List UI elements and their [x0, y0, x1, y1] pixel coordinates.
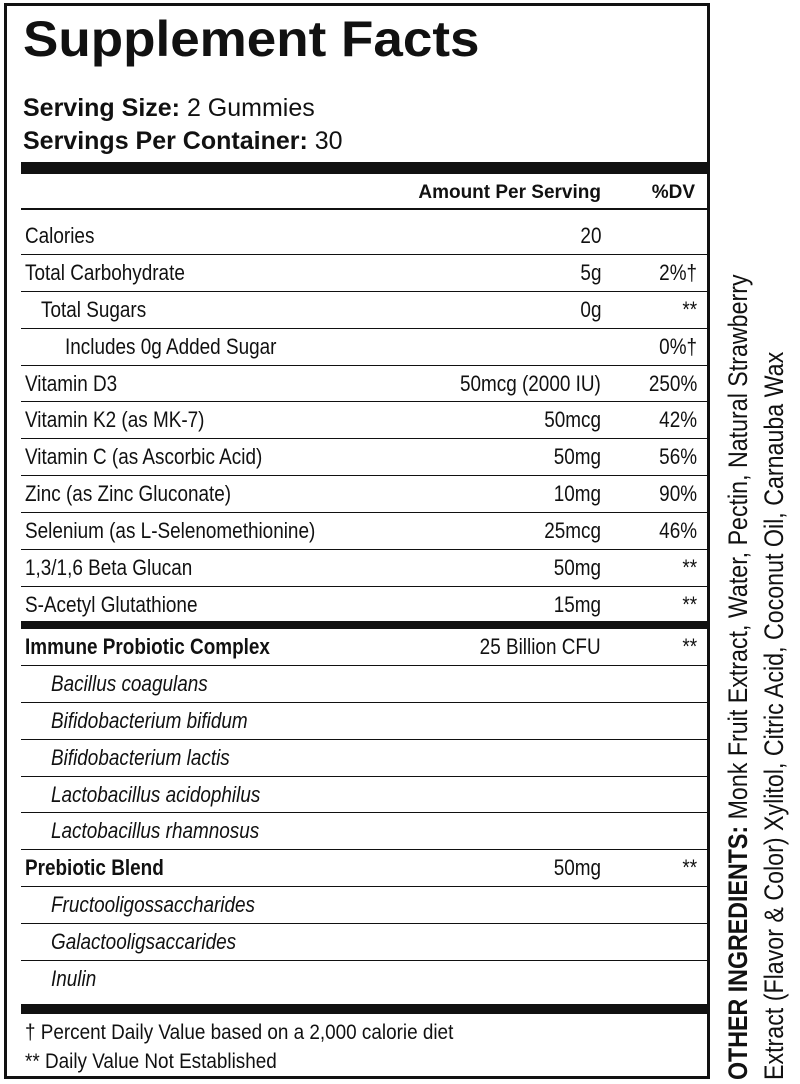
nutrient-name: Vitamin C (as Ascorbic Acid)	[25, 444, 263, 470]
nutrient-name: Selenium (as L-Selenomethionine)	[25, 518, 316, 544]
nutrient-dv: **	[682, 855, 697, 881]
footnote-star: ** Daily Value Not Established	[25, 1050, 277, 1073]
nutrient-name: Lactobacillus rhamnosus	[51, 818, 260, 844]
nutrient-dv: **	[682, 555, 697, 581]
column-header: Amount Per Serving %DV	[21, 174, 707, 210]
nutrient-amount: 10mg	[553, 481, 601, 507]
table-row: Includes 0g Added Sugar 0%†	[21, 329, 707, 366]
table-row: Selenium (as L-Selenomethionine) 25mcg 46%	[21, 513, 707, 551]
nutrient-dv: **	[682, 591, 697, 617]
table-row: Bifidobacterium lactis	[21, 740, 707, 777]
table-row: Lactobacillus rhamnosus	[21, 813, 707, 851]
nutrient-name: Zinc (as Zinc Gluconate)	[25, 481, 232, 507]
table-row: Vitamin D3 50mcg (2000 IU) 250%	[21, 366, 707, 403]
table-row: Immune Probiotic Complex 25 Billion CFU **	[21, 629, 707, 666]
divider-medium	[21, 621, 707, 629]
nutrient-amount: 0g	[579, 296, 601, 322]
nutrient-name: Bifidobacterium bifidum	[51, 707, 248, 733]
nutrient-amount: 50mcg (2000 IU)	[460, 370, 601, 396]
nutrient-dv: 0%†	[659, 333, 697, 359]
table-row: Bacillus coagulans	[21, 666, 707, 703]
nutrient-amount: 50mg	[553, 855, 601, 881]
nutrient-amount: 25mcg	[544, 518, 601, 544]
blend-table: Immune Probiotic Complex 25 Billion CFU **…	[21, 629, 707, 998]
nutrient-dv: **	[682, 296, 697, 322]
servings-per-container: Servings Per Container: 30	[23, 129, 343, 154]
table-row: Bifidobacterium bifidum	[21, 703, 707, 740]
other-ingredients-label: OTHER INGREDIENTS:	[723, 825, 753, 1080]
nutrient-name: Vitamin K2 (as MK-7)	[25, 407, 205, 433]
divider-thick	[21, 1004, 707, 1014]
other-ingredients-line-1: OTHER INGREDIENTS: Monk Fruit Extract, W…	[720, 5, 756, 1080]
servings-per-container-value: 30	[307, 127, 343, 155]
nutrient-amount: 50mcg	[544, 407, 601, 433]
nutrient-dv: 42%	[659, 407, 697, 433]
nutrient-amount: 5g	[579, 259, 601, 285]
nutrient-amount: 20	[579, 223, 601, 248]
divider-thick	[21, 162, 707, 174]
nutrient-name: Includes 0g Added Sugar	[65, 333, 277, 359]
nutrient-name: Fructooligossaccharides	[51, 892, 256, 918]
table-row: Zinc (as Zinc Gluconate) 10mg 90%	[21, 476, 707, 514]
nutrient-name: Total Sugars	[41, 296, 147, 322]
nutrient-name: Bacillus coagulans	[51, 670, 208, 696]
other-ingredients-text-1: Monk Fruit Extract, Water, Pectin, Natur…	[723, 274, 753, 826]
table-row: 1,3/1,6 Beta Glucan 50mg **	[21, 550, 707, 587]
nutrient-name: 1,3/1,6 Beta Glucan	[25, 555, 193, 581]
nutrient-dv: 2%†	[659, 259, 697, 285]
nutrient-amount: 50mg	[553, 555, 601, 581]
nutrient-name: Immune Probiotic Complex	[25, 634, 270, 659]
table-row: Lactobacillus acidophilus	[21, 777, 707, 814]
nutrient-name: S-Acetyl Glutathione	[25, 591, 198, 617]
supplement-facts-panel: Supplement Facts Serving Size: 2 Gummies…	[4, 3, 710, 1079]
nutrient-table: Calories 20 Total Carbohydrate 5g 2%† Total S…	[21, 218, 707, 624]
table-row: Vitamin K2 (as MK-7) 50mcg 42%	[21, 402, 707, 440]
nutrient-amount: 25 Billion CFU	[480, 634, 601, 659]
footnote-dagger: † Percent Daily Value based on a 2,000 c…	[25, 1021, 454, 1044]
dv-header: %DV	[651, 182, 695, 203]
table-row: Total Carbohydrate 5g 2%†	[21, 255, 707, 292]
serving-size-label: Serving Size:	[23, 94, 180, 122]
nutrient-name: Inulin	[51, 966, 97, 992]
table-row: Prebiotic Blend 50mg **	[21, 850, 707, 888]
nutrient-amount: 50mg	[553, 444, 601, 470]
servings-per-container-label: Servings Per Container:	[23, 127, 308, 155]
table-row: Total Sugars 0g **	[21, 292, 707, 329]
table-row: Vitamin C (as Ascorbic Acid) 50mg 56%	[21, 439, 707, 477]
table-row: S-Acetyl Glutathione 15mg **	[21, 587, 707, 624]
nutrient-name: Galactooligsaccarides	[51, 929, 237, 955]
nutrient-amount: 15mg	[553, 591, 601, 617]
serving-size-value: 2 Gummies	[180, 94, 315, 122]
table-row: Calories 20	[21, 218, 707, 255]
nutrient-name: Lactobacillus acidophilus	[51, 781, 261, 807]
nutrient-dv: **	[682, 634, 697, 659]
other-ingredients: OTHER INGREDIENTS: Monk Fruit Extract, W…	[720, 0, 800, 1080]
nutrient-dv: 46%	[659, 518, 697, 544]
nutrient-name: Calories	[25, 223, 95, 248]
nutrient-dv: 90%	[659, 481, 697, 507]
table-row: Galactooligsaccarides	[21, 924, 707, 962]
other-ingredients-line-2: Extract (Flavor & Color) Xylitol, Citric…	[759, 351, 789, 1080]
amount-per-serving-header: Amount Per Serving	[418, 182, 601, 203]
nutrient-dv: 56%	[659, 444, 697, 470]
serving-size: Serving Size: 2 Gummies	[23, 96, 315, 121]
nutrient-name: Prebiotic Blend	[25, 855, 164, 881]
table-row: Fructooligossaccharides	[21, 887, 707, 925]
nutrient-dv: 250%	[648, 370, 697, 396]
table-row: Inulin	[21, 961, 707, 998]
nutrient-name: Total Carbohydrate	[25, 259, 185, 285]
panel-title: Supplement Facts	[23, 11, 480, 67]
footnotes: † Percent Daily Value based on a 2,000 c…	[25, 1018, 501, 1076]
nutrient-name: Vitamin D3	[25, 370, 118, 396]
nutrient-name: Bifidobacterium lactis	[51, 744, 230, 770]
